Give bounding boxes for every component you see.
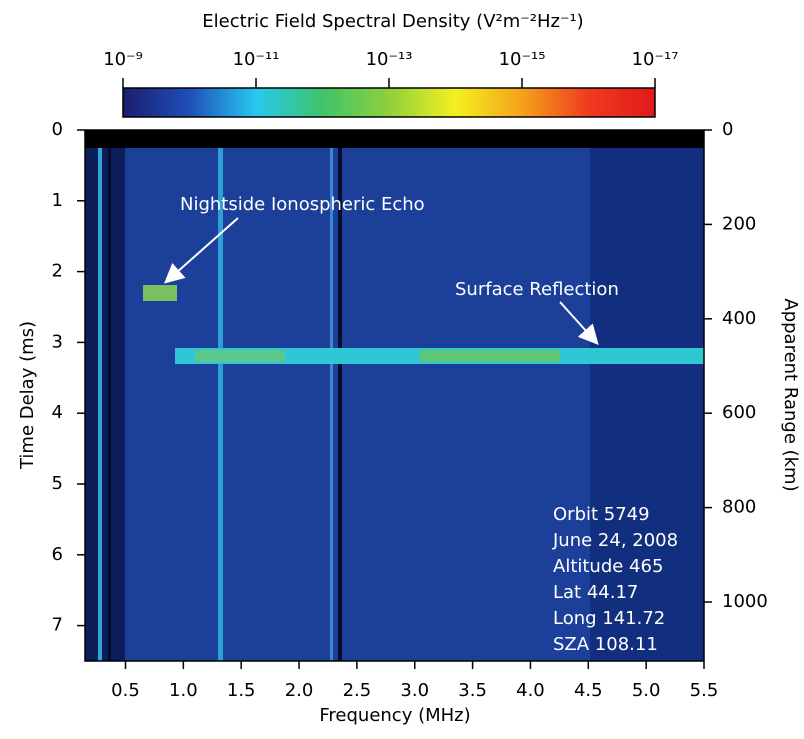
y2-tick-label: 600 bbox=[722, 402, 756, 423]
plot-frame bbox=[84, 129, 705, 662]
annotation-arrow bbox=[559, 301, 599, 345]
y-tick-label: 3 bbox=[52, 331, 63, 352]
y2-tick-label: 800 bbox=[722, 497, 756, 518]
y-tick-label: 1 bbox=[52, 190, 63, 211]
y2-tick-label: 200 bbox=[722, 213, 756, 234]
colorbar-tick-label: 10⁻¹³ bbox=[366, 49, 413, 70]
x-tick-label: 4.5 bbox=[574, 680, 603, 701]
spectrogram bbox=[85, 130, 704, 661]
y2-axis-label: Apparent Range (km) bbox=[780, 298, 801, 491]
annotation: Surface Reflection bbox=[455, 279, 619, 300]
x-tick-label: 0.5 bbox=[111, 680, 140, 701]
y-tick-label: 0 bbox=[52, 119, 63, 140]
x-axis-label: Frequency (MHz) bbox=[319, 705, 470, 726]
info-line: Lat 44.17 bbox=[553, 582, 638, 603]
annotation: Nightside Ionospheric Echo bbox=[180, 194, 425, 215]
y-tick-label: 2 bbox=[52, 261, 63, 282]
x-tick-label: 3.0 bbox=[400, 680, 429, 701]
colorbar bbox=[122, 87, 656, 118]
info-line: Long 141.72 bbox=[553, 608, 665, 629]
colorbar-title: Electric Field Spectral Density (V²m⁻²Hz… bbox=[202, 11, 583, 32]
colorbar-tick-label: 10⁻¹⁵ bbox=[499, 49, 546, 70]
info-line: Altitude 465 bbox=[553, 556, 663, 577]
x-tick-label: 4.0 bbox=[516, 680, 545, 701]
y-tick-label: 7 bbox=[52, 615, 63, 636]
y2-tick-label: 1000 bbox=[722, 591, 768, 612]
x-tick-label: 5.5 bbox=[690, 680, 719, 701]
x-tick-label: 5.0 bbox=[632, 680, 661, 701]
x-tick-label: 1.0 bbox=[169, 680, 198, 701]
info-line: Orbit 5749 bbox=[553, 504, 650, 525]
y-axis-label: Time Delay (ms) bbox=[17, 321, 38, 470]
y-tick-label: 4 bbox=[52, 402, 63, 423]
annotation-arrow bbox=[164, 217, 239, 284]
info-line: June 24, 2008 bbox=[552, 530, 678, 551]
y-tick-label: 6 bbox=[52, 544, 63, 565]
y-tick-label: 5 bbox=[52, 473, 63, 494]
x-tick-label: 1.5 bbox=[227, 680, 256, 701]
x-tick-label: 3.5 bbox=[458, 680, 487, 701]
x-tick-label: 2.0 bbox=[285, 680, 314, 701]
colorbar-tick-label: 10⁻⁹ bbox=[103, 49, 143, 70]
colorbar-tick-label: 10⁻¹⁷ bbox=[632, 49, 679, 70]
info-line: SZA 108.11 bbox=[553, 634, 658, 655]
x-tick-label: 2.5 bbox=[343, 680, 372, 701]
y2-tick-label: 0 bbox=[722, 119, 733, 140]
y2-tick-label: 400 bbox=[722, 308, 756, 329]
colorbar-tick-label: 10⁻¹¹ bbox=[233, 49, 280, 70]
info-block: Orbit 5749 June 24, 2008 Altitude 465 Lat 4… bbox=[552, 504, 678, 655]
